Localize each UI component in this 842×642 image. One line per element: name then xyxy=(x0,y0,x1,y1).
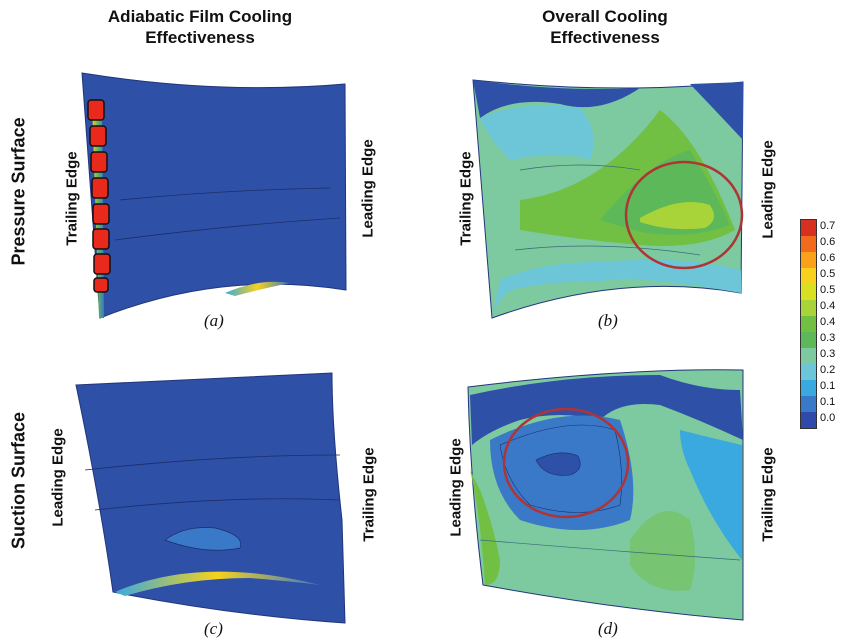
edge-label-a-trailing: Trailing Edge xyxy=(63,151,81,246)
colorbar-swatch xyxy=(801,364,816,380)
panel-label-c: (c) xyxy=(204,619,223,638)
colorbar xyxy=(800,219,817,429)
edge-label-d-trailing: Trailing Edge xyxy=(759,447,777,542)
colorbar-swatch xyxy=(801,396,816,412)
panel-d-core xyxy=(535,452,581,476)
column-title-overall-line2: Effectiveness xyxy=(550,28,660,47)
edge-label-a-leading: Leading Edge xyxy=(359,139,377,238)
edge-label-c-leading: Leading Edge xyxy=(49,428,67,527)
panel-label-d: (d) xyxy=(598,619,618,638)
colorbar-swatch xyxy=(801,316,816,332)
colorbar-tick-label: 0.2 xyxy=(820,364,836,376)
colorbar-tick-label: 0.5 xyxy=(820,284,836,296)
panel-label-b: (b) xyxy=(598,311,618,330)
panel-c-blob xyxy=(164,527,242,551)
colorbar-swatch xyxy=(801,380,816,396)
colorbar-tick-label: 0.0 xyxy=(820,412,836,424)
colorbar-swatch xyxy=(801,252,816,268)
edge-label-b-trailing: Trailing Edge xyxy=(457,151,475,246)
colorbar-tick-label: 0.1 xyxy=(820,380,836,392)
colorbar-swatch xyxy=(801,300,816,316)
colorbar-tick-label: 0.4 xyxy=(820,316,836,328)
column-title-adiabatic-line2: Effectiveness xyxy=(145,28,255,47)
column-title-overall: Overall Cooling Effectiveness xyxy=(500,6,710,48)
colorbar-swatch xyxy=(801,332,816,348)
panel-b-highlight-circle xyxy=(624,160,744,270)
colorbar-tick-label: 0.3 xyxy=(820,348,836,360)
colorbar-swatch xyxy=(801,268,816,284)
colorbar-swatch xyxy=(801,220,816,236)
panel-c-hot-streak xyxy=(115,571,320,596)
panel-a-coolant-holes xyxy=(87,99,111,293)
colorbar-swatch xyxy=(801,348,816,364)
colorbar-tick-label: 0.1 xyxy=(820,396,836,408)
colorbar-tick-label: 0.4 xyxy=(820,300,836,312)
colorbar-swatch xyxy=(801,284,816,300)
panel-a-surface xyxy=(81,72,347,319)
column-title-overall-line1: Overall Cooling xyxy=(542,7,668,26)
column-title-adiabatic: Adiabatic Film Cooling Effectiveness xyxy=(95,6,305,48)
panel-label-a: (a) xyxy=(204,311,224,330)
edge-label-c-trailing: Trailing Edge xyxy=(360,447,378,542)
colorbar-tick-label: 0.6 xyxy=(820,236,836,248)
edge-label-b-leading: Leading Edge xyxy=(759,140,777,239)
colorbar-swatch xyxy=(801,412,816,428)
edge-label-d-leading: Leading Edge xyxy=(447,438,465,537)
panel-a-hot-streak xyxy=(225,281,290,296)
colorbar-tick-label: 0.7 xyxy=(820,220,836,232)
colorbar-tick-label: 0.5 xyxy=(820,268,836,280)
colorbar-swatch xyxy=(801,236,816,252)
colorbar-tick-label: 0.6 xyxy=(820,252,836,264)
panel-c-surface xyxy=(75,372,346,624)
colorbar-tick-label: 0.3 xyxy=(820,332,836,344)
column-title-adiabatic-line1: Adiabatic Film Cooling xyxy=(107,7,293,26)
panel-d-highlight-circle xyxy=(502,407,630,519)
